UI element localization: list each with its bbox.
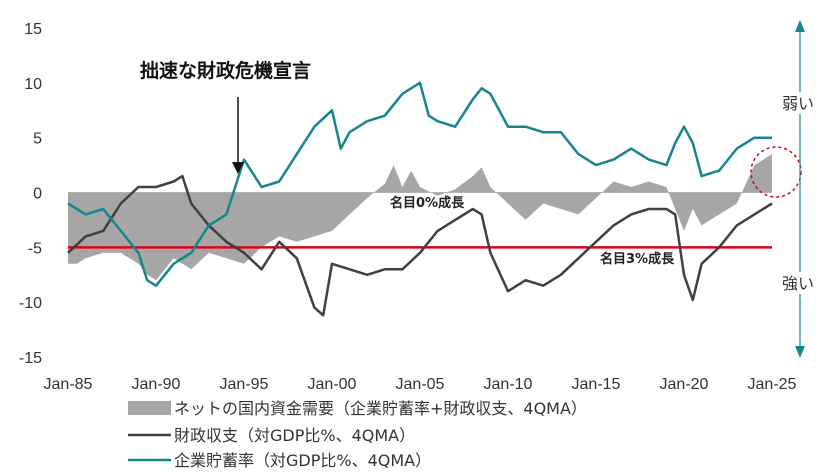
strength-arrow-head-down xyxy=(795,346,805,358)
legend-fiscal-label: 財政収支（対GDP比%、4QMA） xyxy=(174,426,415,445)
x-tick-label: Jan-20 xyxy=(660,376,709,393)
y-tick-label: 5 xyxy=(33,131,42,148)
fiscal-balance-line xyxy=(67,174,773,317)
net-demand-area xyxy=(68,154,772,281)
y-tick-label: -15 xyxy=(19,350,42,367)
x-tick-label: Jan-10 xyxy=(484,376,533,393)
nominal-3pct-label: 名目3%成長 xyxy=(600,251,675,267)
y-tick-label: 0 xyxy=(33,186,42,203)
legend-area-swatch xyxy=(128,401,171,415)
strong-label-bg xyxy=(778,272,822,294)
y-tick-label: -5 xyxy=(28,240,42,257)
legend-corp-label: 企業貯蓄率（対GDP比%、4QMA） xyxy=(174,451,431,470)
x-tick-label: Jan-85 xyxy=(44,376,93,393)
y-tick-label: 15 xyxy=(24,21,42,38)
x-axis-ticks: Jan-85 Jan-90 Jan-95 Jan-00 Jan-05 Jan-10 Jan-… xyxy=(44,376,797,393)
y-axis-ticks: 15 10 5 0 -5 -10 -15 xyxy=(19,21,42,367)
x-tick-label: Jan-15 xyxy=(572,376,621,393)
legend: ネットの国内資金需要（企業貯蓄率+財政収支、4QMA） 財政収支（対GDP比%、… xyxy=(128,399,587,470)
x-tick-label: Jan-00 xyxy=(308,376,357,393)
x-tick-label: Jan-25 xyxy=(748,376,797,393)
y-tick-label: 10 xyxy=(24,76,42,93)
nominal-0pct-label: 名目0%成長 xyxy=(390,195,465,211)
y-tick-label: -10 xyxy=(19,295,42,312)
weak-label-bg xyxy=(778,92,822,114)
highlight-circle xyxy=(750,146,802,198)
x-tick-label: Jan-90 xyxy=(132,376,181,393)
strong-label: 強い xyxy=(782,274,814,293)
crisis-annotation: 拙速な財政危機宣言 xyxy=(140,59,311,82)
x-tick-label: Jan-05 xyxy=(396,376,445,393)
strength-arrow-head-up xyxy=(795,20,805,32)
x-tick-label: Jan-95 xyxy=(220,376,269,393)
corporate-saving-line xyxy=(67,81,772,287)
crisis-arrow-head xyxy=(232,162,244,174)
legend-area-label: ネットの国内資金需要（企業貯蓄率+財政収支、4QMA） xyxy=(174,399,587,418)
weak-label: 弱い xyxy=(782,94,814,113)
